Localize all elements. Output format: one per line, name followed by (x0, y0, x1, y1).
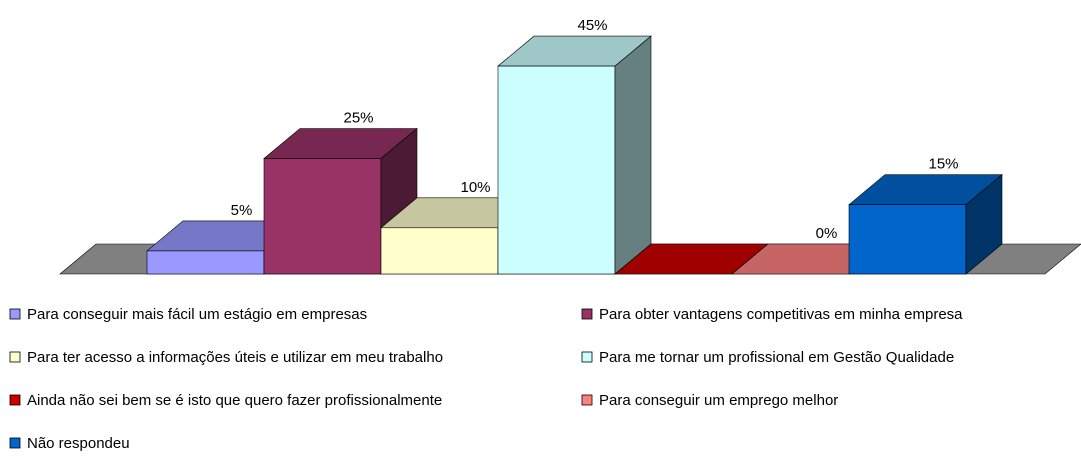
bar-side (965, 174, 1003, 275)
legend-label: Para ter acesso a informações úteis e ut… (27, 349, 443, 366)
legend-swatch (9, 437, 21, 449)
bar-side (614, 35, 652, 275)
legend-swatch (581, 308, 593, 320)
bar-front (263, 158, 382, 275)
legend-swatch (581, 351, 593, 363)
value-label: 15% (928, 156, 958, 173)
bar-front (146, 250, 265, 275)
bar-front (848, 204, 967, 275)
legend-label: Não respondeu (27, 435, 130, 452)
value-label: 0% (816, 225, 838, 242)
bar-front (497, 65, 616, 275)
legend-label: Ainda não sei bem se é isto que quero fa… (27, 392, 442, 409)
legend-label: Para obter vantagens competitivas em min… (599, 306, 963, 323)
legend-swatch (9, 394, 21, 406)
legend-swatch (581, 394, 593, 406)
legend-swatch (9, 351, 21, 363)
legend-swatch (9, 308, 21, 320)
value-label: 10% (460, 179, 490, 196)
legend-label: Para me tornar um profissional em Gestão… (599, 349, 954, 366)
value-label: 5% (231, 202, 253, 219)
legend-label: Para conseguir um emprego melhor (599, 392, 838, 409)
value-label: 25% (343, 109, 373, 126)
legend-label: Para conseguir mais fácil um estágio em … (27, 306, 367, 323)
value-label: 45% (577, 17, 607, 34)
bar-front (380, 227, 499, 275)
